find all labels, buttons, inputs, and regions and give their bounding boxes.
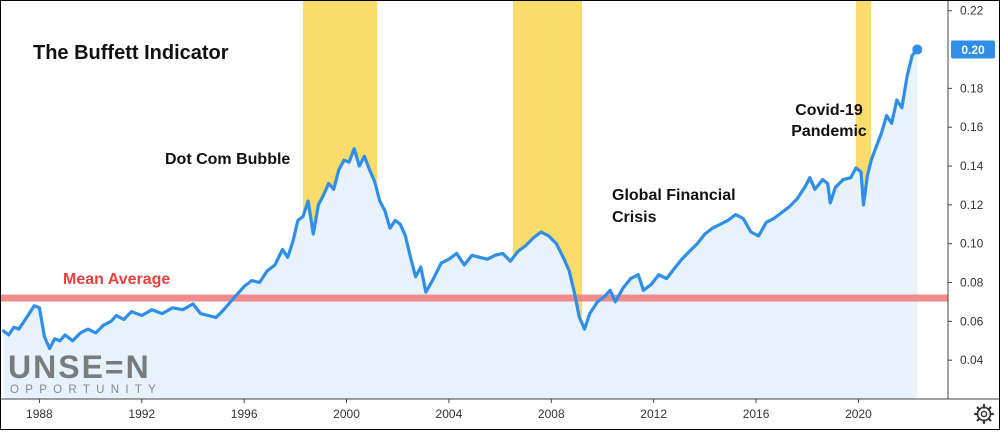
- x-tick-label: 2000: [333, 407, 360, 421]
- y-tick-label: 0.06: [960, 314, 984, 328]
- series-area: [3, 49, 918, 399]
- x-tick-label: 2020: [845, 407, 872, 421]
- annotation-dotcom: Dot Com Bubble: [165, 151, 290, 168]
- annotation-gfc-line1: Global Financial: [612, 187, 736, 204]
- x-tick-label: 2004: [436, 407, 463, 421]
- x-tick-label: 1988: [26, 407, 53, 421]
- unseen-opportunity-logo: UNSE=N OPPORTUNITY: [8, 349, 162, 396]
- y-tick-label: 0.10: [960, 237, 984, 251]
- mean-average-line: [1, 294, 948, 302]
- x-tick-label: 2012: [640, 407, 667, 421]
- mean-average-label: Mean Average: [63, 271, 170, 288]
- svg-text:0.20: 0.20: [961, 43, 985, 57]
- annotation-covid-line2: Pandemic: [791, 123, 867, 140]
- gear-icon[interactable]: [973, 403, 995, 425]
- x-tick-label: 1996: [231, 407, 258, 421]
- annotation-covid-line1: Covid-19: [795, 102, 863, 119]
- y-tick-label: 0.12: [960, 198, 984, 212]
- y-tick-label: 0.04: [960, 353, 984, 367]
- chart-title: The Buffett Indicator: [33, 42, 229, 64]
- x-tick-label: 2008: [538, 407, 565, 421]
- logo-wordmark: UNSE=N: [8, 349, 151, 385]
- last-point-marker: [912, 44, 923, 55]
- y-tick-label: 0.14: [960, 159, 984, 173]
- x-tick-label: 1992: [128, 407, 155, 421]
- y-tick-label: 0.16: [960, 120, 984, 134]
- series-line: [2, 47, 919, 351]
- x-axis-ticks: 1988 1992 1996 2000 2004 2008 2012 2016 2020: [26, 399, 872, 421]
- logo-tagline: OPPORTUNITY: [10, 384, 162, 396]
- x-tick-label: 2016: [743, 407, 770, 421]
- y-axis-ticks: 0.04 0.06 0.08 0.10 0.12 0.14 0.16 0.18 0.22: [948, 4, 984, 367]
- y-tick-label: 0.18: [960, 81, 984, 95]
- y-tick-label: 0.22: [960, 4, 984, 18]
- current-value-badge: 0.20: [951, 40, 995, 59]
- annotation-gfc-line2: Crisis: [612, 209, 657, 226]
- y-tick-label: 0.08: [960, 276, 984, 290]
